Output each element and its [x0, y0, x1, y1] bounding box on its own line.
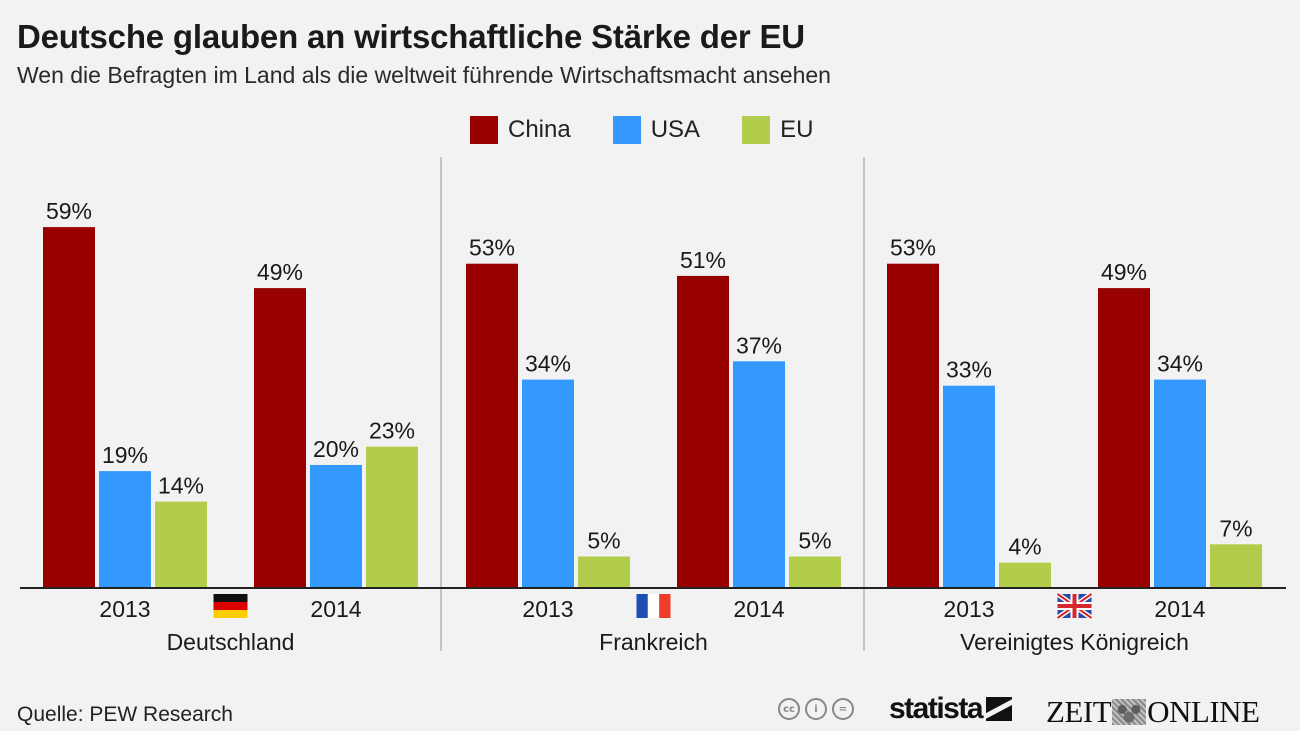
data-label: 5% — [587, 528, 620, 554]
bar-frankreich-2013-eu — [578, 556, 630, 587]
year-tick-label: 2014 — [1154, 596, 1205, 622]
year-tick-label: 2013 — [943, 596, 994, 622]
legend-swatch-eu — [742, 116, 771, 144]
legend: China USA EU — [470, 116, 855, 144]
legend-label-usa: USA — [650, 116, 701, 143]
zeit-wordmark-left: ZEIT — [1046, 694, 1112, 729]
country-label: Frankreich — [599, 629, 708, 655]
data-label: 59% — [46, 198, 92, 224]
data-label: 53% — [890, 235, 936, 261]
bar-frankreich-2014-usa — [733, 361, 785, 587]
data-label: 53% — [469, 235, 515, 261]
bar-deutschland-2014-china — [254, 288, 306, 587]
legend-label-eu: EU — [780, 116, 814, 143]
bar-frankreich-2013-china — [466, 263, 518, 587]
year-tick-label: 2013 — [522, 596, 573, 622]
data-label: 7% — [1219, 515, 1252, 541]
source-note: Quelle: PEW Research — [17, 703, 233, 726]
statista-logo[interactable]: statista — [889, 692, 1013, 726]
bar-vereinigtes-k-nigreich-2014-eu — [1210, 544, 1262, 587]
germany-flag-icon — [213, 594, 248, 618]
country-label: Vereinigtes Königreich — [960, 629, 1189, 655]
data-label: 49% — [1101, 259, 1147, 285]
zeit-emblem-icon — [1112, 699, 1147, 725]
data-label: 4% — [1008, 534, 1041, 560]
data-label: 51% — [680, 247, 726, 273]
legend-swatch-usa — [612, 116, 641, 144]
bar-deutschland-2014-eu — [366, 446, 418, 587]
legend-label-china: China — [508, 116, 571, 143]
bar-vereinigtes-k-nigreich-2013-eu — [999, 562, 1051, 587]
year-tick-label: 2014 — [310, 596, 361, 622]
country-label: Deutschland — [167, 629, 295, 655]
year-tick-label: 2014 — [733, 596, 784, 622]
bar-deutschland-2014-usa — [310, 465, 362, 587]
bar-frankreich-2014-eu — [789, 556, 841, 587]
nd-icon[interactable]: = — [832, 698, 854, 720]
data-label: 19% — [102, 442, 148, 468]
legend-item-eu: EU — [742, 116, 813, 144]
bar-vereinigtes-k-nigreich-2014-usa — [1154, 379, 1206, 587]
bar-vereinigtes-k-nigreich-2013-usa — [943, 385, 995, 587]
data-label: 34% — [1157, 351, 1203, 377]
data-label: 49% — [257, 259, 303, 285]
cc-icon[interactable]: cc — [778, 698, 800, 720]
bar-vereinigtes-k-nigreich-2014-china — [1098, 288, 1150, 587]
zeit-online-logo[interactable]: ZEIT ONLINE — [1046, 694, 1260, 730]
data-label: 20% — [313, 436, 359, 462]
bar-deutschland-2013-usa — [99, 471, 151, 587]
statista-wordmark: statista — [889, 692, 984, 725]
bar-frankreich-2014-china — [677, 275, 729, 587]
chart-subtitle: Wen die Befragten im Land als die weltwe… — [17, 62, 831, 88]
data-label: 5% — [798, 528, 831, 554]
bar-deutschland-2013-eu — [155, 501, 207, 587]
bar-vereinigtes-k-nigreich-2013-china — [887, 263, 939, 587]
uk-flag-icon — [1056, 591, 1093, 621]
license-icons: cc i = — [778, 698, 854, 720]
zeit-wordmark-right: ONLINE — [1147, 694, 1260, 729]
data-label: 14% — [158, 473, 204, 499]
statista-logo-icon — [986, 697, 1013, 721]
legend-item-china: China — [470, 116, 571, 144]
data-label: 37% — [736, 332, 782, 358]
by-icon[interactable]: i — [805, 698, 827, 720]
france-flag-icon — [636, 594, 671, 618]
chart-title: Deutsche glauben an wirtschaftliche Stär… — [17, 18, 805, 55]
data-label: 34% — [525, 351, 571, 377]
year-tick-label: 2013 — [99, 596, 150, 622]
legend-item-usa: USA — [612, 116, 701, 144]
bar-frankreich-2013-usa — [522, 379, 574, 587]
data-label: 23% — [369, 418, 415, 444]
bar-deutschland-2013-china — [43, 227, 95, 587]
legend-swatch-china — [470, 116, 498, 144]
data-label: 33% — [946, 357, 992, 383]
